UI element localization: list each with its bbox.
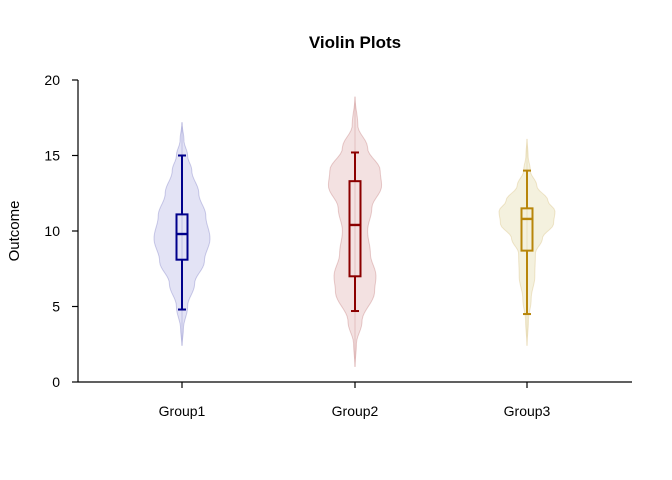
iqr-box [175,213,189,261]
iqr-box [520,207,534,252]
y-tick-label: 20 [44,72,60,88]
violin-shape [327,96,383,367]
x-tick-label: Group2 [332,403,379,419]
x-tick-label: Group1 [159,403,206,419]
chart-title: Violin Plots [309,33,401,52]
iqr-box [348,180,362,278]
violin-shape [498,138,556,346]
y-axis-label: Outcome [6,201,23,262]
y-tick-label: 10 [44,223,60,239]
axes: 0 5 10 15 20 Group1 Group2 Group3 [44,72,632,419]
x-tick-label: Group3 [504,403,551,419]
y-tick-label: 0 [52,374,60,390]
plot-area [153,96,556,367]
violin-group-1 [153,122,211,346]
y-tick-label: 15 [44,148,60,164]
violin-group-3 [498,138,556,346]
y-tick-label: 5 [52,299,60,315]
violin-group-2 [327,96,383,367]
